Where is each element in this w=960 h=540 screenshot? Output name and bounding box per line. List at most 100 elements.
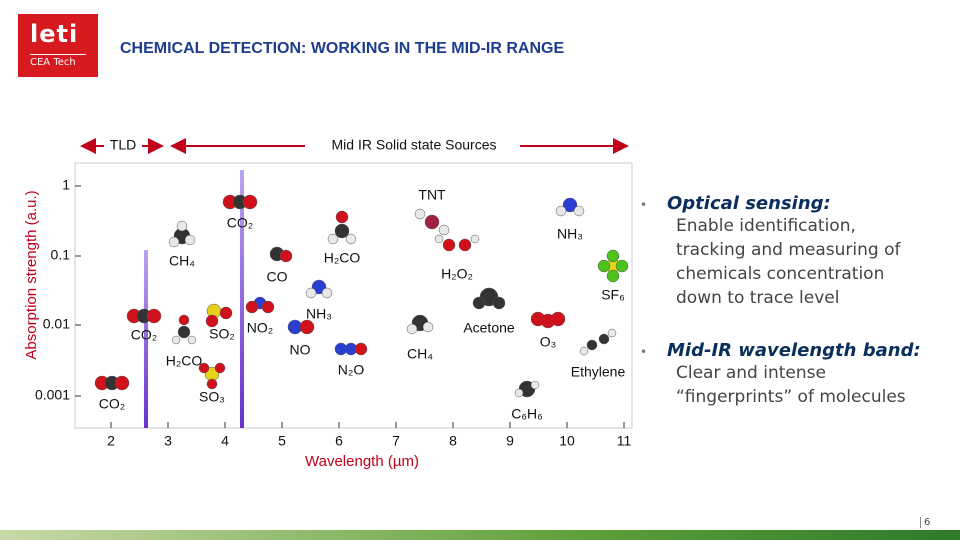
molecule-atom [245, 300, 259, 314]
molecule-atom [279, 249, 293, 263]
x-tick-label: 3 [164, 433, 172, 449]
bullet-dot: • [640, 345, 648, 359]
molecule-atom [555, 205, 567, 217]
molecule-label: CO₂ [227, 215, 253, 231]
molecule-atom [219, 306, 233, 320]
molecule-label: NO₂ [247, 320, 273, 336]
molecule-atom [606, 249, 620, 263]
logo-subname: CEA Tech [30, 54, 86, 68]
molecule-atom [586, 339, 598, 351]
molecule-atom [442, 238, 456, 252]
molecule-atom [261, 300, 275, 314]
molecule-atom [198, 362, 210, 374]
molecule-label: CH₄ [169, 253, 195, 269]
molecule-atom [422, 321, 434, 333]
molecule-atom [168, 236, 180, 248]
molecule-label: CO [267, 269, 288, 285]
molecule-label: TNT [418, 187, 446, 203]
x-tick-label: 6 [335, 433, 343, 449]
molecule-atom [176, 220, 188, 232]
molecule-atom [187, 335, 197, 345]
range-label: Mid IR Solid state Sources [332, 137, 497, 153]
range-label: TLD [110, 137, 136, 153]
x-tick-label: 7 [392, 433, 400, 449]
y-tick-label: 1 [62, 177, 70, 193]
molecule-atom [305, 287, 317, 299]
molecule-atom [327, 233, 339, 245]
x-tick-label: 2 [107, 433, 115, 449]
molecule-label: SO₃ [199, 389, 225, 405]
molecule-atom [514, 388, 524, 398]
molecule-label: NH₃ [306, 306, 332, 322]
molecule-atom [345, 233, 357, 245]
bullet-body: Clear and intense “fingerprints” of molec… [640, 361, 960, 409]
molecule-label: N₂O [338, 362, 365, 378]
molecule-label: NO [290, 342, 311, 358]
molecule-atom [184, 234, 196, 246]
x-tick-label: 8 [449, 433, 457, 449]
molecule-atom [206, 378, 218, 390]
emission-line [240, 170, 244, 428]
molecule-atom [550, 311, 566, 327]
x-tick-label: 4 [221, 433, 229, 449]
logo-name: leti [30, 20, 79, 48]
x-tick-label: 9 [506, 433, 514, 449]
x-axis-label: Wavelength (µm) [305, 453, 419, 470]
molecule-atom [177, 325, 191, 339]
bullet-heading: Mid-IR wavelength band: [667, 340, 921, 361]
molecule-atom [299, 319, 315, 335]
molecule-atom [438, 224, 450, 236]
bullet-dot: • [640, 198, 648, 212]
molecule-atom [214, 362, 226, 374]
molecule-atom [414, 208, 426, 220]
molecule-atom [562, 197, 578, 213]
bullet: • Mid-IR wavelength band: Clear and inte… [640, 340, 960, 409]
y-tick-label: 0.01 [43, 316, 70, 332]
page-number: 6 [920, 517, 930, 528]
molecule-atom [434, 234, 444, 244]
molecule-atom [458, 238, 472, 252]
molecule-atom [470, 234, 480, 244]
molecule-atom [606, 269, 620, 283]
molecule-atom [406, 323, 418, 335]
molecule-atom [597, 259, 611, 273]
x-tick-label: 10 [559, 433, 575, 449]
molecule-atom [492, 296, 506, 310]
molecule-atom [615, 259, 629, 273]
slide-title: CHEMICAL DETECTION: WORKING IN THE MID-I… [120, 40, 565, 57]
molecule-atom [472, 296, 486, 310]
molecule-label: H₂O₂ [441, 266, 473, 282]
bullet-heading: Optical sensing: [667, 193, 831, 214]
molecule-label: SO₂ [209, 326, 235, 342]
y-tick-label: 0.001 [35, 387, 70, 403]
molecule-label: Ethylene [571, 364, 626, 380]
bullet-line: down to trace level [676, 288, 840, 308]
molecule-atom [607, 328, 617, 338]
molecule-label: NH₃ [557, 226, 583, 242]
molecule-atom [242, 194, 258, 210]
y-tick-label: 0.1 [51, 247, 71, 263]
bullet-line: chemicals concentration [676, 264, 885, 284]
molecule-atom [530, 380, 540, 390]
y-axis-label: Absorption strength (a.u.) [23, 190, 40, 359]
x-tick-label: 11 [617, 433, 632, 449]
bullet-line: “fingerprints” of molecules [676, 387, 906, 407]
molecule-label: CH₄ [407, 346, 433, 362]
molecule-atom [205, 314, 219, 328]
x-tick-label: 5 [278, 433, 286, 449]
molecule-label: Acetone [463, 320, 515, 336]
molecule-atom [598, 333, 610, 345]
bullet-line: tracking and measuring of [676, 240, 901, 260]
molecule-label: C₆H₆ [511, 406, 543, 422]
bullet-line: Enable identification, [676, 216, 856, 236]
bullet: • Optical sensing: Enable identification… [640, 193, 960, 310]
molecule-label: H₂CO [324, 250, 361, 266]
molecule-label: CO₂ [99, 396, 125, 412]
molecule-label: CO₂ [131, 327, 157, 343]
bullet-body: Enable identification, tracking and measu… [640, 214, 960, 310]
emission-line [144, 250, 148, 428]
bullet-line: Clear and intense [676, 363, 826, 383]
molecule-atom [171, 335, 181, 345]
molecule-atom [579, 346, 589, 356]
molecule-atom [334, 223, 350, 239]
